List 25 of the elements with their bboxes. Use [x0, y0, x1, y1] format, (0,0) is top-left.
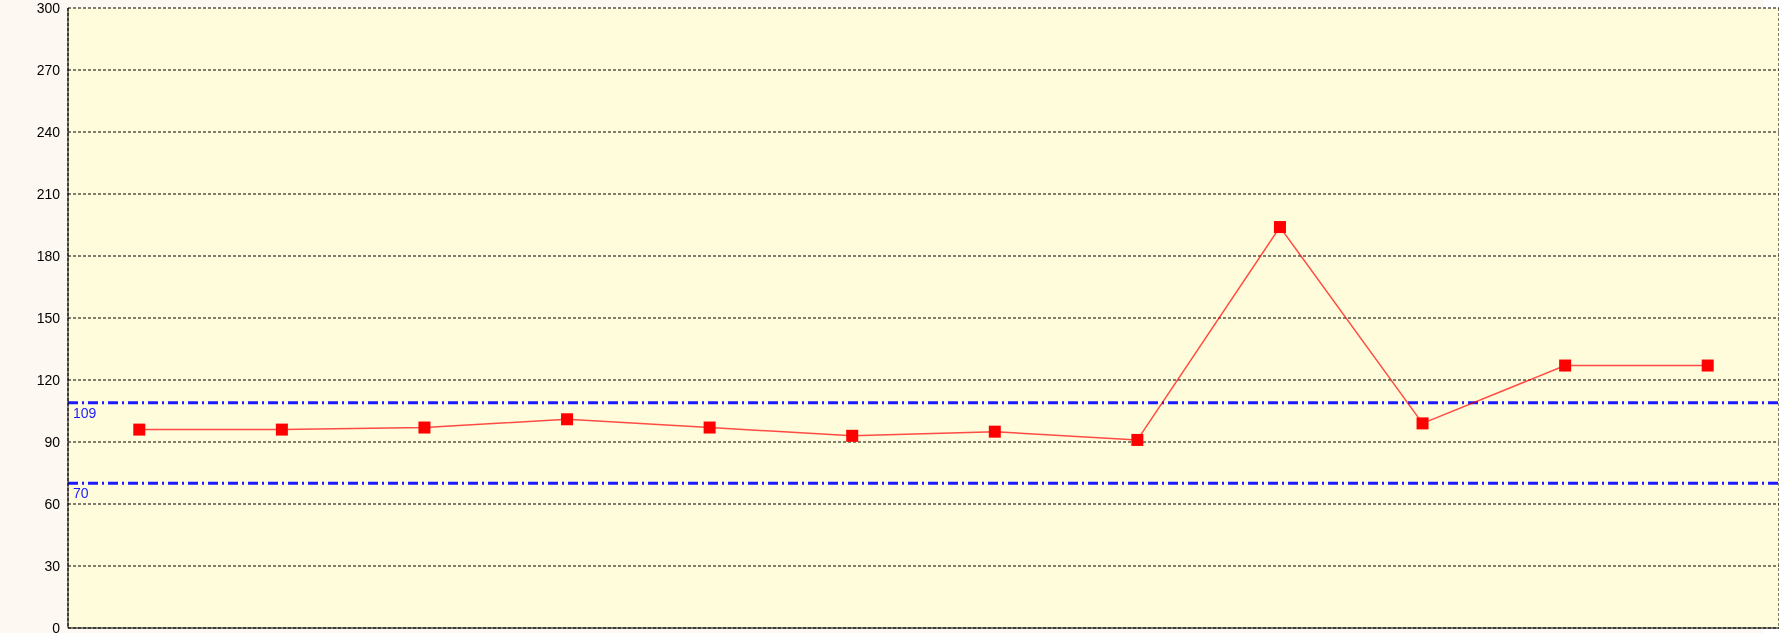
point — [1416, 417, 1429, 430]
y-tick-label: 240 — [36, 123, 61, 140]
point — [1273, 221, 1286, 234]
point — [561, 413, 574, 426]
ref-line-label: 70 — [73, 485, 89, 502]
y-tick-label: 120 — [36, 371, 61, 388]
y-tick-label: 270 — [36, 61, 61, 78]
y-tick-label: 300 — [36, 0, 61, 16]
y-tick-label: 180 — [36, 247, 61, 264]
y-tick-label: 90 — [44, 433, 61, 450]
point — [133, 423, 146, 436]
y-tick-label: 0 — [52, 619, 61, 636]
y-tick-label: 60 — [44, 495, 61, 512]
y-tick-label: 150 — [36, 309, 61, 326]
y-tick-label: 30 — [44, 557, 61, 574]
point — [703, 421, 716, 434]
point — [1701, 359, 1714, 372]
point — [275, 423, 288, 436]
y-tick-label: 210 — [36, 185, 61, 202]
point — [1131, 433, 1144, 446]
point — [846, 429, 859, 442]
point — [418, 421, 431, 434]
point — [1559, 359, 1572, 372]
ref-line-label: 109 — [73, 404, 97, 421]
point — [988, 425, 1001, 438]
